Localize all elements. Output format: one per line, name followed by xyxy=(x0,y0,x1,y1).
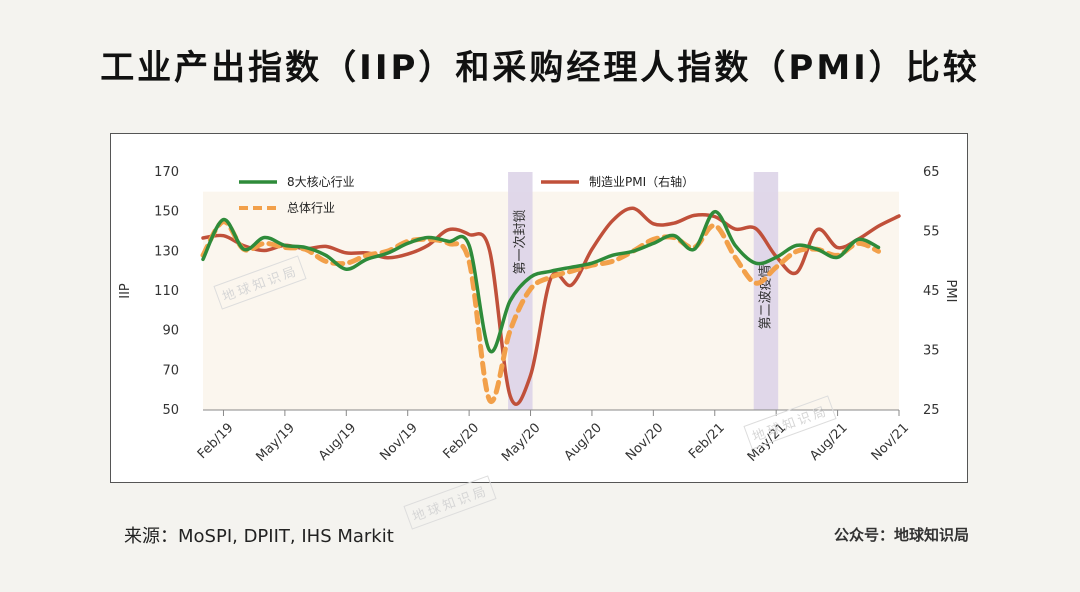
y-right-tick-label: 25 xyxy=(923,403,940,418)
legend-label: 总体行业 xyxy=(287,201,335,215)
page-title: 工业产出指数（IIP）和采购经理人指数（PMI）比较 xyxy=(100,48,980,88)
y-left-tick-label: 130 xyxy=(154,244,179,259)
y-left-axis-label: IIP xyxy=(118,283,133,299)
source-note: 来源：MoSPI, DPIIT, IHS Markit xyxy=(124,526,394,547)
shaded-period-label: 第一次封锁 xyxy=(512,209,528,274)
x-tick-label: Nov/21 xyxy=(869,420,912,463)
y-left-tick-label: 90 xyxy=(162,324,179,339)
chart: 第一次封锁第二波疫情5070901101301501702535455565II… xyxy=(118,165,958,465)
series-line xyxy=(200,219,881,404)
x-tick-label: Aug/20 xyxy=(562,420,605,463)
y-left-tick-label: 170 xyxy=(154,165,179,180)
legend-label: 8大核心行业 xyxy=(287,175,355,189)
y-right-tick-label: 35 xyxy=(923,344,940,359)
y-left-tick-label: 50 xyxy=(162,403,179,418)
series-line xyxy=(201,206,901,406)
x-tick-label: Feb/20 xyxy=(440,420,482,462)
series-line xyxy=(201,209,881,354)
y-left-tick-label: 70 xyxy=(162,363,179,378)
plot-area xyxy=(203,191,899,410)
y-right-tick-label: 55 xyxy=(923,225,940,240)
y-right-tick-label: 45 xyxy=(923,284,940,299)
legend-label: 制造业PMI（右轴） xyxy=(589,174,694,189)
y-right-axis-label: PMI xyxy=(943,280,958,303)
y-left-tick-label: 150 xyxy=(154,205,179,220)
x-tick-label: May/19 xyxy=(254,420,298,464)
x-tick-label: Nov/20 xyxy=(623,420,666,463)
x-tick-label: Aug/19 xyxy=(316,420,359,463)
x-tick-label: May/20 xyxy=(499,420,543,464)
x-tick-label: Nov/19 xyxy=(377,420,420,463)
account-note: 公众号：地球知识局 xyxy=(833,526,969,544)
y-right-tick-label: 65 xyxy=(923,165,940,180)
y-left-tick-label: 110 xyxy=(154,284,179,299)
chart-panel: 第一次封锁 第二波疫情 50 70 90 110 130 150 170 25 35 45 55 65 II… xyxy=(110,133,968,483)
shaded-period xyxy=(753,172,779,410)
x-tick-label: Feb/21 xyxy=(686,420,728,462)
x-tick-label: Feb/19 xyxy=(195,420,237,462)
